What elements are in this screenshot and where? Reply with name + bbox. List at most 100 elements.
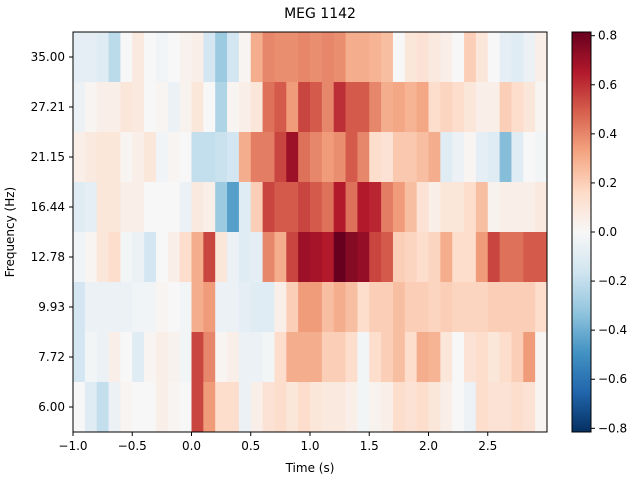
heatmap-cell: [499, 182, 512, 233]
heatmap-cell: [381, 282, 394, 333]
heatmap-cell: [487, 382, 501, 433]
y-tick-label: 21.15: [31, 150, 65, 164]
y-tick-label: 7.72: [38, 350, 65, 364]
heatmap-cell: [416, 382, 429, 433]
heatmap-cell: [227, 32, 240, 83]
heatmap-cell: [238, 132, 252, 183]
heatmap-cell: [452, 82, 465, 133]
heatmap-cell: [215, 332, 228, 383]
heatmap-cell: [215, 232, 228, 283]
heatmap-cell: [535, 282, 548, 333]
heatmap-cell: [167, 232, 181, 283]
heatmap-cell: [357, 382, 370, 433]
y-tick-label: 6.00: [38, 400, 65, 414]
heatmap-cell: [144, 132, 157, 183]
heatmap-cell: [369, 332, 382, 383]
heatmap-cell: [203, 332, 216, 383]
heatmap-cell: [286, 282, 299, 333]
heatmap-cell: [120, 382, 133, 433]
heatmap-cell: [73, 282, 86, 333]
heatmap-cell: [464, 82, 477, 133]
heatmap-cell: [108, 282, 121, 333]
heatmap-cell: [73, 82, 86, 133]
heatmap-cell: [203, 82, 216, 133]
heatmap-cell: [404, 32, 418, 83]
heatmap-cell: [84, 382, 98, 433]
heatmap-cell: [73, 332, 86, 383]
x-axis-ticks: −1.0 −0.5 0.0 0.5 1.0 1.5 2.0 2.5: [58, 432, 497, 453]
heatmap-cell: [203, 282, 216, 333]
heatmap-cell: [475, 332, 489, 383]
heatmap-cell: [250, 332, 264, 383]
x-axis-label: Time (s): [285, 461, 335, 475]
heatmap-cell: [310, 282, 323, 333]
heatmap-cell: [132, 32, 145, 83]
heatmap-cell: [179, 332, 192, 383]
heatmap-cell: [167, 332, 181, 383]
heatmap-cell: [108, 82, 121, 133]
heatmap-cell: [452, 282, 465, 333]
heatmap-cell: [416, 232, 429, 283]
heatmap-cell: [392, 132, 406, 183]
heatmap-cell: [369, 232, 382, 283]
heatmap-cell: [215, 182, 228, 233]
heatmap-cell: [535, 32, 548, 83]
colorbar-tick-label: −0.8: [598, 421, 627, 435]
y-axis-label: Frequency (Hz): [3, 187, 17, 278]
heatmap-cell: [191, 232, 204, 283]
heatmap-cell: [416, 82, 429, 133]
heatmap-cell: [487, 32, 501, 83]
heatmap-cell: [357, 282, 370, 333]
heatmap-cell: [298, 82, 311, 133]
heatmap-cell: [499, 282, 512, 333]
heatmap-cell: [274, 82, 287, 133]
heatmap-cell: [179, 82, 192, 133]
heatmap-cell: [132, 132, 145, 183]
y-tick-label: 12.78: [31, 250, 65, 264]
heatmap-cell: [155, 132, 169, 183]
heatmap-cell: [511, 232, 524, 283]
heatmap-cell: [369, 32, 382, 83]
heatmap-cell: [321, 82, 335, 133]
heatmap-cell: [298, 132, 311, 183]
heatmap-cell: [167, 182, 181, 233]
x-tick-label: 0.5: [241, 439, 260, 453]
heatmap-cell: [238, 182, 252, 233]
heatmap-cell: [262, 132, 275, 183]
colorbar-tick-label: 0.6: [598, 78, 617, 92]
heatmap-cell: [333, 82, 347, 133]
heatmap-cell: [475, 232, 489, 283]
heatmap-cell: [298, 332, 311, 383]
heatmap-cell: [250, 82, 264, 133]
heatmap-cell: [227, 332, 240, 383]
heatmap-cell: [440, 282, 453, 333]
heatmap-cell: [404, 282, 418, 333]
heatmap-cell: [238, 332, 252, 383]
heatmap-cell: [310, 382, 323, 433]
heatmap-cell: [203, 32, 216, 83]
heatmap-cell: [428, 332, 441, 383]
heatmap-cell: [381, 82, 394, 133]
heatmap-cell: [357, 82, 370, 133]
heatmap-cell: [310, 82, 323, 133]
y-axis-ticks: 35.00 27.21 21.15 16.44 12.78 9.93 7.72 6.00: [31, 50, 73, 414]
heatmap-cell: [238, 32, 252, 83]
heatmap-cell: [321, 282, 335, 333]
heatmap-cell: [310, 32, 323, 83]
heatmap-cell: [215, 82, 228, 133]
heatmap-cell: [132, 332, 145, 383]
heatmap-cell: [203, 132, 216, 183]
heatmap-cell: [250, 32, 264, 83]
heatmap-cell: [428, 32, 441, 83]
heatmap-cell: [108, 132, 121, 183]
heatmap-cell: [179, 232, 192, 283]
heatmap-cell: [203, 232, 216, 283]
x-tick-label: 0.0: [182, 439, 201, 453]
heatmap-cell: [452, 182, 465, 233]
heatmap-cell: [464, 382, 477, 433]
heatmap-cell: [392, 182, 406, 233]
heatmap-cell: [120, 82, 133, 133]
heatmap-cell: [108, 182, 121, 233]
heatmap-cell: [499, 382, 512, 433]
heatmap-cell: [369, 82, 382, 133]
